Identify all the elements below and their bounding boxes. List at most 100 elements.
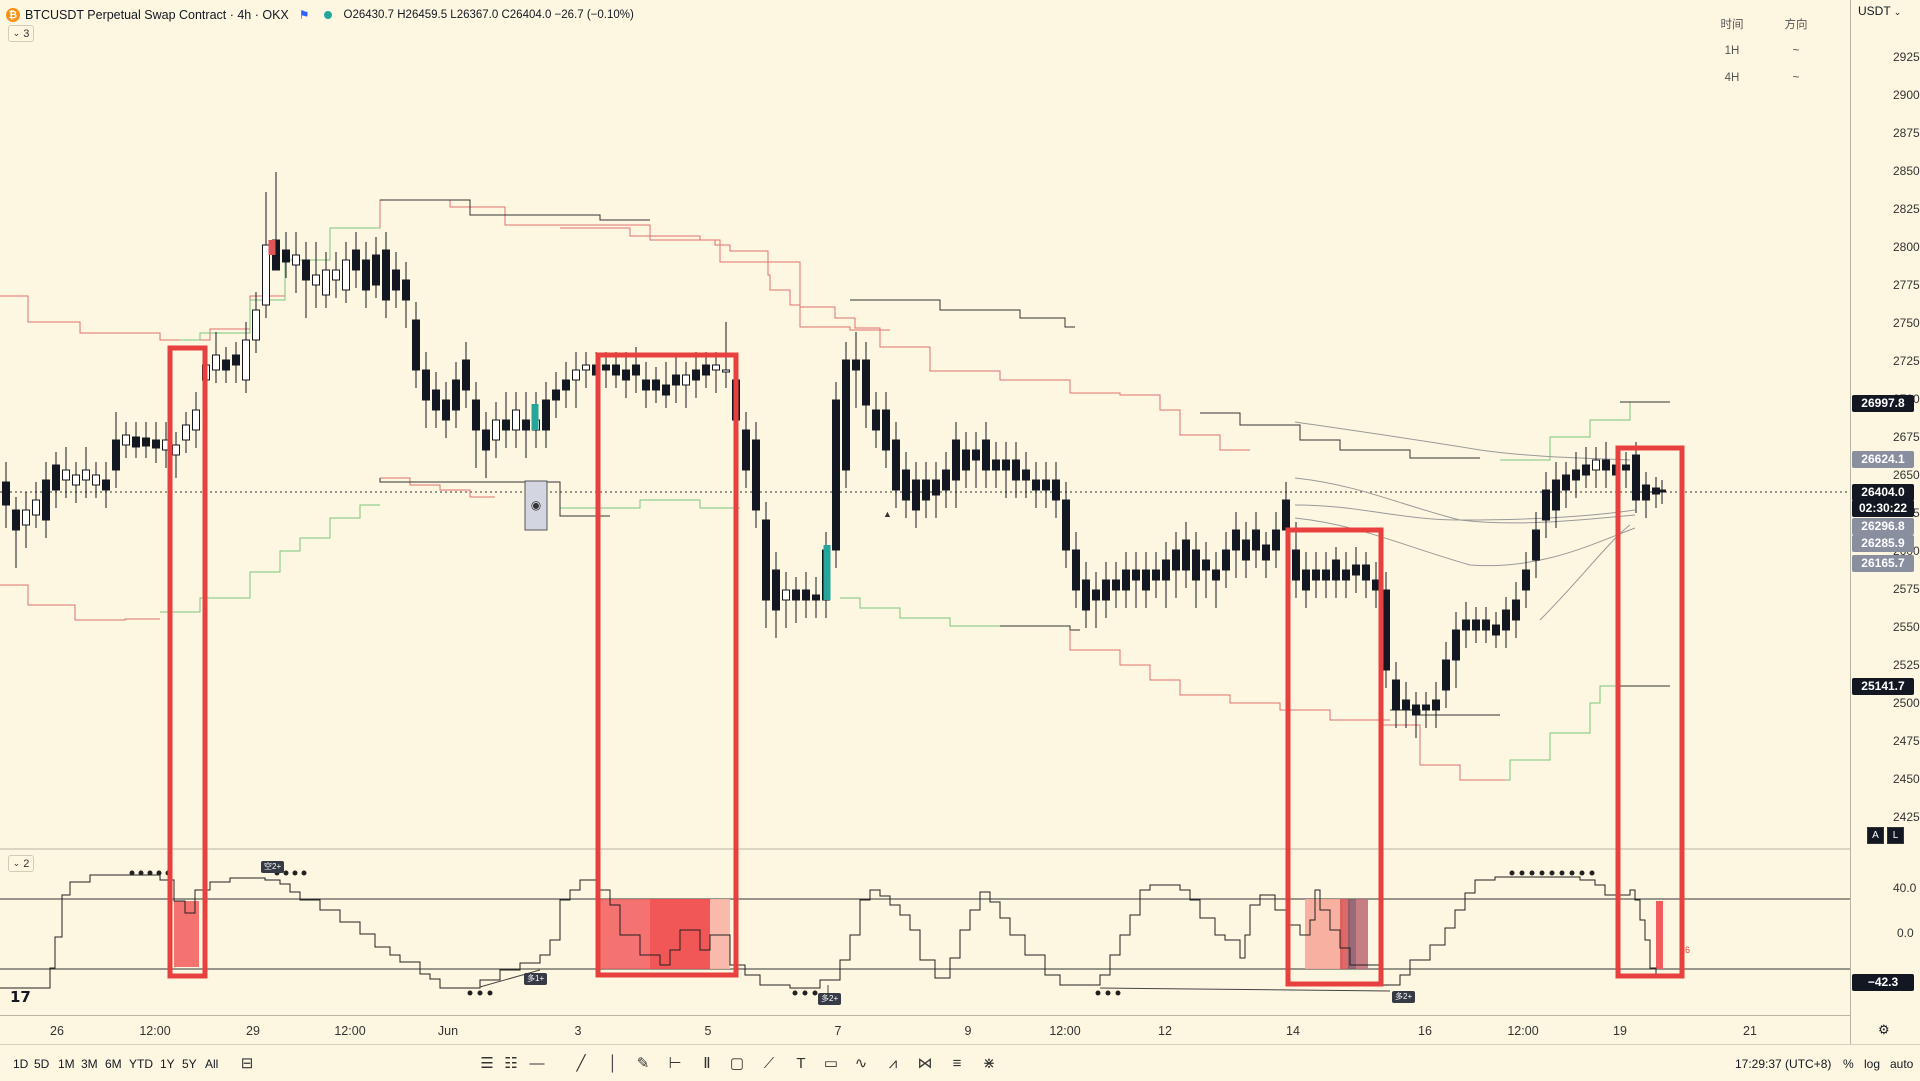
ray-icon[interactable]: ☷ — [504, 1055, 518, 1072]
candle-body — [1412, 704, 1420, 716]
oscillator-line — [0, 874, 1662, 989]
candle-body — [1272, 529, 1280, 551]
gann-icon[interactable]: ⋇ — [982, 1055, 996, 1072]
market-status-dot — [323, 11, 332, 19]
price-tick: 29250.0 — [1893, 50, 1920, 64]
hline-icon[interactable]: — — [529, 1054, 545, 1072]
text-icon[interactable]: T — [796, 1054, 806, 1072]
candle-body — [1222, 549, 1230, 571]
candle-body — [1302, 569, 1310, 591]
candle-body — [222, 359, 230, 371]
price-label: 25141.7 — [1852, 678, 1914, 695]
candle-body — [1122, 569, 1130, 591]
candle-body — [1432, 699, 1440, 711]
candle-body — [1052, 479, 1060, 501]
candle-body — [502, 419, 510, 431]
upper-channel-dark — [380, 199, 650, 221]
range-button[interactable]: 3M — [81, 1057, 98, 1071]
divergence-line — [479, 969, 541, 988]
range-button[interactable]: All — [205, 1057, 219, 1071]
pattern-icon[interactable]: ⩘ — [888, 1054, 898, 1072]
hidden-marker[interactable] — [524, 480, 548, 531]
price-tick: 26750.0 — [1893, 430, 1920, 444]
candle-body — [1322, 569, 1330, 581]
range-button[interactable]: YTD — [129, 1057, 153, 1071]
price-tick: 24500.0 — [1893, 772, 1920, 786]
text-bar-icon[interactable]: Ⅱ — [703, 1055, 711, 1072]
settings-icon[interactable]: ⚙ — [1878, 1022, 1890, 1037]
candle-body — [292, 254, 300, 266]
log-toggle[interactable]: log — [1864, 1057, 1881, 1071]
time-tick: 12:00 — [139, 1024, 171, 1038]
range-button[interactable]: 5D — [34, 1057, 50, 1071]
range-button[interactable]: 1M — [58, 1057, 75, 1071]
brush-icon[interactable]: ⟋ — [763, 1054, 775, 1072]
pencil-icon[interactable]: ✎ — [636, 1055, 650, 1072]
candle-body — [332, 269, 340, 281]
table-cell: 4H — [1724, 71, 1740, 84]
fib-icon[interactable]: ≡ — [952, 1054, 962, 1072]
measure-icon[interactable]: ⊢ — [668, 1055, 682, 1072]
lower-channel-red-4 — [1380, 724, 1510, 781]
candle-body — [1362, 564, 1370, 581]
clock-display[interactable]: 17:29:37 (UTC+8) — [1735, 1057, 1832, 1071]
range-button[interactable]: 5Y — [182, 1057, 197, 1071]
tradingview-logo: 𝟭𝟳 — [10, 989, 31, 1006]
candle-body — [72, 474, 80, 486]
indicator-toggle-main[interactable]: ⌄ 3 — [8, 25, 34, 42]
candle-body — [1532, 529, 1540, 561]
candle-body — [892, 439, 900, 491]
table-cell: ~ — [1792, 71, 1800, 84]
candle-body — [302, 259, 310, 281]
wave-icon[interactable]: ∿ — [854, 1055, 868, 1072]
auto-scale-button[interactable]: A — [1867, 827, 1884, 844]
lower-channel-red-3 — [1069, 630, 1390, 721]
table-row: 1H ~ — [1700, 37, 1828, 64]
lower-channel-green-3 — [840, 597, 1000, 627]
xabcd-icon[interactable]: ⋈ — [917, 1055, 933, 1072]
range-button[interactable]: 1Y — [160, 1057, 175, 1071]
time-tick: 9 — [964, 1024, 972, 1038]
candle-body — [372, 254, 380, 286]
signal-tag: 多1+ — [524, 973, 548, 985]
candle-body — [362, 259, 370, 291]
candle-body — [1658, 489, 1666, 493]
candle-body — [472, 399, 480, 431]
time-tick: 7 — [834, 1024, 842, 1038]
price-tick: 28000.0 — [1893, 240, 1920, 254]
horizontal-lines-icon[interactable]: ☰ — [480, 1055, 494, 1072]
callout-icon[interactable]: ▭ — [823, 1055, 839, 1072]
candlesticks — [2, 172, 1666, 738]
time-axis[interactable]: 26 12:00 29 12:00 Jun 3 5 7 9 12:00 12 14 16 12:00 19 2… — [0, 1015, 1850, 1044]
auto-toggle[interactable]: auto — [1890, 1057, 1914, 1071]
chevron-down-icon: ⌄ — [1893, 7, 1902, 17]
vline-icon[interactable]: │ — [608, 1054, 618, 1072]
candle-body — [642, 379, 650, 391]
candle-body — [1292, 549, 1300, 581]
rectangle-icon[interactable]: ▢ — [729, 1055, 745, 1072]
percent-toggle[interactable]: % — [1843, 1057, 1854, 1071]
time-tick: 19 — [1613, 1024, 1627, 1038]
time-tick: 14 — [1286, 1024, 1300, 1038]
flag-icon[interactable]: ⚑ — [298, 8, 310, 22]
price-tick: 25000.0 — [1893, 696, 1920, 710]
range-button[interactable]: 6M — [105, 1057, 122, 1071]
ma-line-4 — [1294, 504, 1636, 521]
calendar-icon[interactable]: ⊟ — [240, 1055, 254, 1072]
candle-body — [102, 479, 110, 491]
osc-dot — [283, 870, 289, 876]
signal-tag: 多2+ — [818, 993, 842, 1005]
currency-selector[interactable]: USDT ⌄ — [1858, 4, 1902, 18]
range-button[interactable]: 1D — [13, 1057, 29, 1071]
candle-body — [322, 269, 330, 296]
time-tick: 5 — [704, 1024, 712, 1038]
price-chart[interactable]: ◉ ▲ — [0, 0, 1850, 1080]
candle-body — [262, 244, 270, 306]
candle-body — [622, 369, 630, 381]
trendline-icon[interactable]: ╱ — [576, 1055, 586, 1072]
chart-title[interactable]: BTCUSDT Perpetual Swap Contract · 4h · O… — [25, 8, 289, 22]
table-header-row: 时间 方向 — [1700, 10, 1828, 37]
indicator-toggle-oscillator[interactable]: ⌄ 2 — [8, 855, 34, 872]
log-scale-button[interactable]: L — [1887, 827, 1904, 844]
